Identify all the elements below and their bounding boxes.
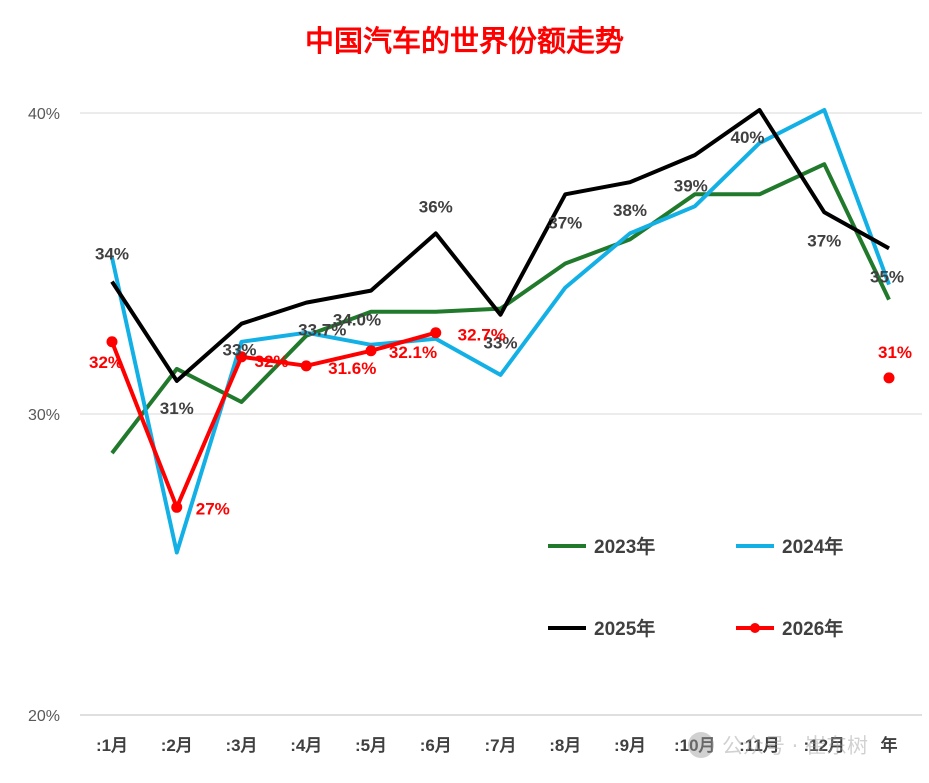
data-point [236, 351, 247, 363]
data-point [106, 336, 118, 348]
x-tick-label: :2月 [161, 736, 193, 755]
watermark-text: 公众号 · 崔东树 [722, 734, 869, 758]
x-tick-label: :12月 [803, 736, 845, 755]
data-point [171, 501, 183, 513]
legend-label: 2026年 [782, 617, 843, 640]
series-line-2025年 [110, 108, 890, 383]
x-tick-label: :4月 [290, 736, 322, 755]
data-label: 35% [870, 267, 904, 286]
data-label: 39% [674, 176, 708, 195]
axis-layer: 20% 30% 40% :1月 :2月 :3月 :4月 :5月 :6月 :7月 :8月 :9月 :10月… [28, 106, 898, 755]
data-label: 40% [730, 128, 764, 147]
y-tick-label: 20% [28, 708, 60, 725]
data-label: 27% [196, 499, 230, 518]
series-layer [106, 108, 895, 555]
x-tick-label: :1月 [96, 736, 128, 755]
x-tick-label: :6月 [420, 736, 452, 755]
data-label: 31% [160, 399, 194, 418]
label-layer: 34.0%33.7% 39% 34% 31% 33% 36% 33% 37% 38% 40% 37%… [89, 128, 912, 518]
data-point [365, 345, 377, 357]
data-label: 33% [483, 334, 517, 353]
x-tick-label: :5月 [355, 736, 387, 755]
series-line-2024年 [110, 108, 891, 555]
y-tick-label: 30% [28, 407, 60, 424]
data-label: 37% [548, 213, 582, 232]
series-line-2026年 [110, 330, 437, 510]
x-tick-label: :3月 [225, 736, 257, 755]
x-tick-label: :11月 [739, 736, 780, 755]
data-label: 32.7% [458, 326, 506, 345]
data-label: 32% [254, 352, 288, 371]
chart-title: 中国汽车的世界份额走势 [304, 24, 624, 58]
data-label: 38% [613, 201, 647, 220]
series-line-2023年 [110, 162, 891, 455]
legend-label: 2024年 [782, 535, 843, 558]
data-label: 33.7% [298, 321, 346, 340]
x-tick-label: 年 [881, 735, 898, 755]
data-label: 32% [89, 353, 123, 372]
legend-marker [750, 623, 760, 633]
x-tick-label: :7月 [484, 736, 516, 755]
x-tick-label: :10月 [674, 736, 716, 755]
data-label: 31% [878, 343, 912, 362]
legend-label: 2025年 [594, 617, 655, 640]
wechat-icon [688, 732, 714, 758]
y-tick-label: 40% [28, 106, 60, 123]
data-label: 31.6% [328, 359, 376, 378]
data-label: 36% [419, 197, 453, 216]
data-label: 34.0% [333, 311, 381, 330]
legend: 2023年 2024年 2025年 2026年 [548, 535, 843, 640]
data-point [300, 360, 312, 372]
data-label: 33% [222, 341, 256, 360]
data-label: 34% [95, 245, 129, 264]
x-tick-label: :9月 [614, 736, 646, 755]
x-tick-label: :8月 [549, 736, 581, 755]
legend-label: 2023年 [594, 535, 655, 558]
data-label: 37% [807, 231, 841, 250]
data-point [883, 372, 895, 384]
data-label: 32.1% [389, 343, 437, 362]
data-point [430, 327, 442, 339]
watermark: 公众号 · 崔东树 [688, 730, 868, 760]
